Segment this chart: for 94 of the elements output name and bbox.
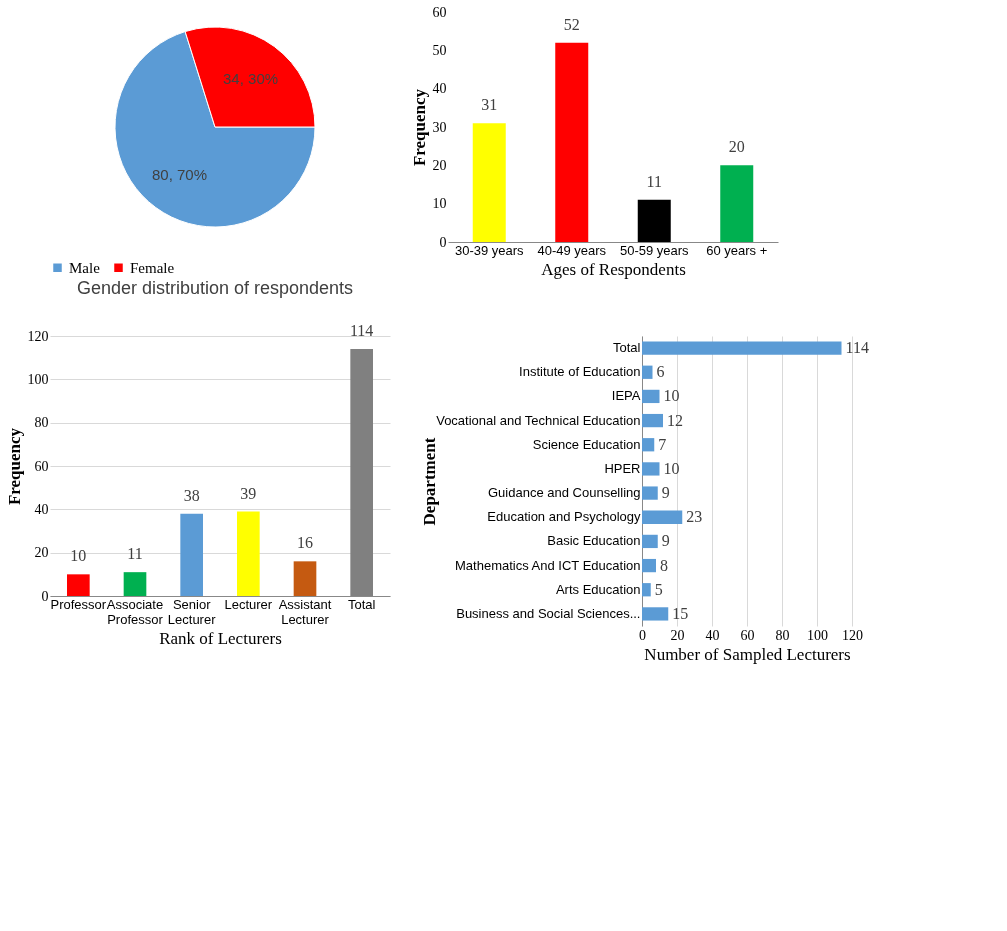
x-tick-label: 120: [842, 627, 863, 643]
y-tick-label: Mathematics And ICT Education: [455, 557, 641, 573]
data-label: 10: [663, 387, 680, 405]
x-tick-label: Lecturer: [224, 596, 273, 612]
y-tick-label: 60: [34, 458, 49, 474]
bar: [642, 413, 663, 428]
bar: [642, 389, 660, 404]
bar: [637, 199, 671, 242]
data-label: 15: [672, 604, 689, 622]
bar: [180, 513, 203, 596]
y-tick-label: IEPA: [611, 388, 641, 404]
y-tick-label: 40: [432, 81, 447, 97]
bar: [67, 574, 90, 596]
data-label: 8: [660, 556, 668, 574]
x-axis-title: Number of Sampled Lecturers: [644, 644, 851, 664]
y-tick-label: 50: [432, 42, 447, 58]
bar: [293, 561, 317, 596]
bar: [642, 486, 658, 500]
bar: [642, 583, 651, 597]
x-tick-label: Assistant Lecturer: [278, 596, 332, 627]
y-axis-title: Department: [419, 437, 439, 526]
y-tick-label: 10: [432, 196, 447, 212]
data-label: 6: [656, 363, 665, 381]
y-tick-label: 40: [34, 501, 49, 517]
data-label: 52: [563, 15, 580, 33]
x-tick-label: 20: [670, 627, 685, 643]
y-tick-label: 80: [34, 415, 49, 431]
bar: [642, 558, 656, 573]
y-tick-label: Vocational and Technical Education: [436, 412, 641, 428]
y-tick-label: 20: [432, 157, 447, 173]
x-tick-label: 100: [807, 627, 828, 643]
data-label: 11: [127, 545, 143, 563]
y-tick-label: Science Education: [532, 436, 641, 452]
y-tick-label: Institute of Education: [519, 364, 641, 380]
x-tick-label: 60 years +: [706, 242, 768, 258]
y-tick-label: 100: [27, 371, 49, 387]
data-label: 114: [845, 339, 869, 357]
data-label: 16: [297, 534, 313, 552]
data-label: 7: [658, 435, 667, 453]
legend-label: Male: [69, 259, 101, 276]
x-axis-title: Rank of Lecturers: [159, 628, 282, 648]
x-tick-label: Total: [347, 596, 376, 612]
y-tick-label: 120: [27, 328, 49, 344]
x-tick-label: Professor: [50, 596, 107, 612]
bar: [642, 510, 683, 524]
y-tick-label: Arts Education: [555, 581, 641, 597]
y-tick-label: 30: [432, 119, 447, 135]
x-tick-label: 80: [775, 627, 790, 643]
data-label: 20: [728, 138, 745, 156]
y-tick-label: 20: [34, 545, 49, 561]
y-tick-label: Total: [613, 340, 641, 356]
x-tick-label: Senior Lecturer: [167, 596, 217, 627]
x-tick-label: 50-59 years: [619, 242, 690, 258]
data-label: 38: [183, 486, 200, 504]
x-tick-label: 40-49 years: [537, 242, 607, 258]
y-axis-title: Frequency: [409, 88, 429, 167]
bar: [720, 165, 754, 242]
data-label: 114: [349, 322, 374, 339]
data-label: 5: [654, 580, 663, 598]
legend-label: Female: [130, 259, 175, 276]
bar: [237, 511, 260, 596]
bar: [472, 123, 506, 242]
x-tick-label: 60: [740, 627, 755, 643]
data-label: 23: [686, 508, 703, 526]
y-tick-label: Education and Psychology: [487, 509, 641, 525]
data-label: 39: [240, 484, 257, 502]
data-label: 9: [661, 532, 670, 550]
y-tick-label: HPER: [604, 460, 641, 476]
y-tick-label: Guidance and Counselling: [488, 485, 641, 501]
bar: [642, 341, 842, 355]
y-tick-label: Basic Education: [547, 533, 641, 549]
x-tick-label: 30-39 years: [454, 242, 525, 258]
data-label: 12: [667, 411, 683, 429]
text: Gender distribution of respondents: [76, 278, 354, 298]
y-tick-label: 60: [432, 4, 447, 20]
bar: [123, 572, 147, 596]
bar: [642, 534, 658, 549]
y-tick-label: Business and Social Sciences...: [456, 605, 641, 621]
data-label: 34, 30%: [223, 69, 279, 87]
data-label: 11: [646, 172, 662, 190]
bar: [642, 462, 660, 476]
bar: [642, 365, 653, 379]
bar: [642, 438, 655, 452]
data-label: 80, 70%: [151, 166, 207, 184]
x-tick-label: 40: [705, 627, 720, 643]
bar: [642, 607, 669, 621]
data-label: 9: [661, 484, 670, 502]
data-label: 31: [481, 96, 498, 114]
y-axis-title: Frequency: [4, 427, 24, 506]
x-axis-title: Ages of Respondents: [541, 259, 686, 279]
data-label: 10: [663, 459, 680, 477]
data-label: 10: [70, 547, 87, 565]
x-tick-label: Associate Professor: [106, 596, 164, 627]
bar: [555, 42, 589, 242]
